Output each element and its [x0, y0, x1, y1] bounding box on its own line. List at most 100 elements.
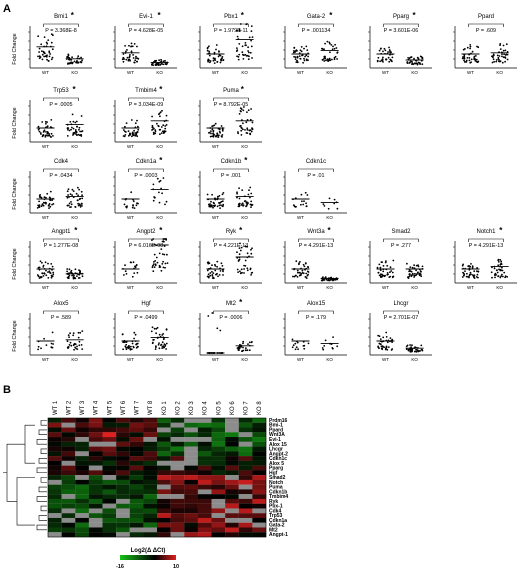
data-point [464, 270, 466, 272]
data-point [78, 271, 81, 274]
plot-title: Angpt2 [136, 229, 156, 235]
data-point [124, 125, 126, 128]
data-point [52, 273, 55, 276]
data-point [73, 60, 76, 63]
data-point [76, 345, 78, 348]
data-point [69, 121, 72, 123]
data-point [70, 59, 73, 61]
data-point [158, 201, 161, 204]
heatmap-cell [197, 441, 212, 447]
data-point [153, 196, 155, 198]
heatmap-cell [61, 456, 76, 461]
heatmap-cell [143, 446, 158, 452]
data-point [41, 58, 44, 61]
x-tick-label: KO [71, 70, 78, 75]
heatmap-cell [129, 494, 144, 500]
data-point [385, 58, 388, 61]
data-point [238, 113, 241, 115]
data-point [74, 206, 77, 208]
heatmap-cell [170, 427, 185, 433]
data-point [492, 58, 495, 61]
data-point [213, 62, 216, 64]
data-point [69, 206, 71, 208]
data-point [159, 111, 162, 114]
data-point [378, 263, 381, 266]
heatmap-cell [170, 432, 185, 438]
data-point [152, 199, 155, 202]
data-point [133, 337, 135, 340]
significance-bracket [468, 238, 504, 242]
data-point [68, 344, 71, 346]
heatmap-cell [157, 422, 171, 428]
data-point [247, 50, 249, 52]
data-point [50, 119, 53, 121]
data-point [51, 346, 54, 349]
heatmap-cell [170, 503, 185, 509]
heatmap-cell [170, 470, 185, 476]
heatmap-cell [170, 513, 185, 519]
data-point [218, 202, 221, 204]
data-point [152, 133, 155, 135]
heatmap-cell [102, 460, 117, 466]
data-point [246, 349, 249, 352]
data-point [40, 133, 42, 135]
data-point [392, 259, 395, 262]
heatmap-cell [157, 475, 171, 480]
heatmap-cell [184, 441, 198, 447]
heatmap-cell [252, 422, 267, 428]
data-point [389, 266, 392, 269]
heatmap-cell [48, 432, 62, 438]
heatmap-cell [75, 489, 89, 495]
data-point [165, 124, 168, 126]
heatmap-cell [143, 484, 158, 490]
data-point [239, 343, 241, 346]
data-point [215, 273, 218, 276]
data-point [51, 199, 53, 202]
data-point [413, 264, 415, 267]
data-point [77, 204, 80, 207]
heatmap-cell [238, 451, 253, 457]
significance-star: * [241, 11, 245, 20]
heatmap-cell [116, 532, 130, 538]
data-point [321, 47, 324, 50]
heatmap-cell [211, 527, 226, 533]
panel-b-heatmap: WT 1 WT 2 WT 3 WT 4 WT 5 WT 6 WT 7 WT 8 KO 1 KO 2… [3, 400, 288, 570]
data-point [391, 271, 394, 274]
data-point [164, 203, 166, 206]
heatmap-cell [184, 451, 198, 457]
data-point [323, 60, 326, 62]
data-point [213, 202, 215, 205]
data-point [50, 132, 53, 135]
data-point [415, 269, 417, 272]
data-point [382, 270, 385, 273]
significance-bracket [128, 168, 164, 172]
data-point [473, 270, 476, 273]
data-point [160, 248, 163, 250]
heatmap-cell [116, 437, 130, 442]
data-point [159, 63, 162, 66]
data-point [246, 127, 249, 130]
heatmap-cell [61, 479, 76, 485]
x-tick-label: WT [127, 357, 134, 362]
data-point [67, 194, 69, 196]
data-point [162, 132, 165, 134]
data-point [69, 62, 71, 64]
data-point [133, 272, 136, 274]
data-point [307, 266, 310, 269]
data-point [208, 54, 211, 57]
data-point [51, 265, 54, 268]
data-point [239, 249, 242, 252]
heatmap-cell [197, 484, 212, 490]
x-tick-label: KO [156, 70, 163, 75]
data-point [162, 63, 165, 66]
row-label: Cdkn1b [269, 489, 287, 495]
plot-title: Pparg [393, 14, 409, 20]
significance-bracket [128, 310, 164, 314]
data-point [382, 50, 384, 53]
row-label: Puma [269, 485, 283, 491]
data-point [160, 126, 163, 128]
data-point [221, 193, 224, 196]
heatmap-cell [88, 532, 103, 538]
data-point [208, 52, 211, 54]
